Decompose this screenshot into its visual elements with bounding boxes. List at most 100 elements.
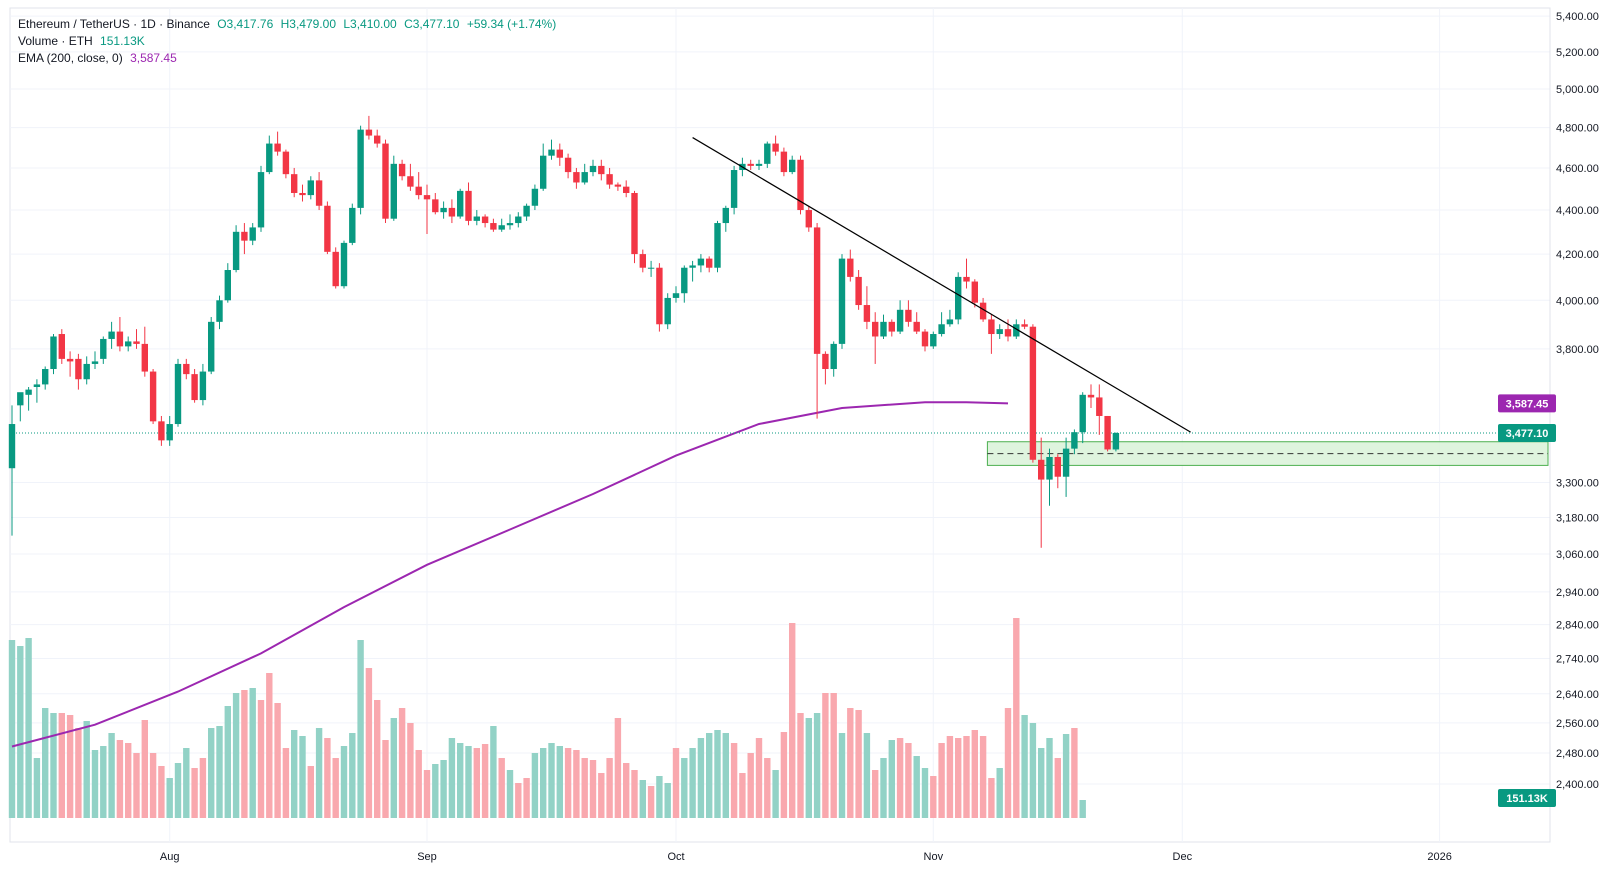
candle[interactable] <box>324 201 331 255</box>
candle[interactable] <box>813 223 821 419</box>
candle[interactable] <box>747 159 754 171</box>
candle[interactable] <box>473 210 480 226</box>
candle[interactable] <box>946 309 954 327</box>
candle[interactable] <box>921 329 929 352</box>
candle[interactable] <box>282 149 290 179</box>
candle[interactable] <box>938 312 945 337</box>
candle[interactable] <box>116 317 124 352</box>
candle[interactable] <box>1079 392 1086 444</box>
candle[interactable] <box>266 135 273 175</box>
candle[interactable] <box>639 249 646 273</box>
candle[interactable] <box>133 329 140 349</box>
candle[interactable] <box>448 199 456 224</box>
candle[interactable] <box>340 240 348 289</box>
candle[interactable] <box>158 415 165 446</box>
candle[interactable] <box>805 205 812 232</box>
candle[interactable] <box>988 314 995 354</box>
candle[interactable] <box>398 159 406 181</box>
candle[interactable] <box>780 147 788 177</box>
candle[interactable] <box>581 163 588 185</box>
candle[interactable] <box>515 212 522 228</box>
candle[interactable] <box>896 300 904 335</box>
candle[interactable] <box>465 182 472 226</box>
candle[interactable] <box>191 369 198 403</box>
candle[interactable] <box>174 358 182 427</box>
candle[interactable] <box>249 223 256 246</box>
candle[interactable] <box>440 201 447 219</box>
candle[interactable] <box>996 324 1003 339</box>
candle[interactable] <box>75 353 82 390</box>
candle[interactable] <box>141 326 148 377</box>
candle[interactable] <box>681 265 688 303</box>
candle[interactable] <box>822 351 829 385</box>
candle[interactable] <box>25 387 32 411</box>
candle[interactable] <box>1062 437 1070 497</box>
candle[interactable] <box>789 155 796 175</box>
trendline[interactable] <box>692 137 1191 433</box>
candle[interactable] <box>208 317 215 375</box>
candle[interactable] <box>481 214 489 228</box>
candle[interactable] <box>274 131 281 156</box>
candle[interactable] <box>714 220 721 273</box>
candle[interactable] <box>598 159 605 181</box>
candle[interactable] <box>1071 429 1078 455</box>
candle[interactable] <box>257 165 265 232</box>
candle[interactable] <box>1112 432 1120 452</box>
candle[interactable] <box>855 270 862 310</box>
ema-label[interactable]: EMA (200, close, 0) <box>18 51 123 65</box>
candle[interactable] <box>1054 454 1061 489</box>
candle[interactable] <box>299 184 306 202</box>
candle[interactable] <box>664 293 671 330</box>
candle[interactable] <box>589 159 597 177</box>
candle[interactable] <box>830 341 837 377</box>
candle[interactable] <box>797 155 804 215</box>
candle[interactable] <box>656 263 663 332</box>
candle[interactable] <box>490 218 497 232</box>
candle[interactable] <box>1004 319 1012 342</box>
candle[interactable] <box>349 203 356 246</box>
candle[interactable] <box>390 155 397 221</box>
candle[interactable] <box>506 214 514 230</box>
candle[interactable] <box>91 351 99 370</box>
candle[interactable] <box>606 167 613 189</box>
candle[interactable] <box>764 141 771 168</box>
candle[interactable] <box>1029 324 1037 463</box>
candle[interactable] <box>697 254 705 273</box>
candle[interactable] <box>432 192 439 215</box>
candle[interactable] <box>108 321 115 349</box>
candle[interactable] <box>58 329 65 364</box>
candle[interactable] <box>382 139 389 224</box>
candle[interactable] <box>8 405 16 536</box>
candle[interactable] <box>307 176 314 200</box>
candle[interactable] <box>540 143 547 191</box>
candle[interactable] <box>730 165 738 215</box>
candle[interactable] <box>1087 384 1095 408</box>
candle[interactable] <box>847 249 854 282</box>
candle[interactable] <box>199 363 207 406</box>
candle[interactable] <box>888 319 895 337</box>
candle[interactable] <box>930 331 937 349</box>
candle[interactable] <box>1038 437 1045 548</box>
candle[interactable] <box>50 334 57 375</box>
candle[interactable] <box>66 351 74 377</box>
candle[interactable] <box>531 184 539 211</box>
candle[interactable] <box>647 260 655 277</box>
candle[interactable] <box>564 153 572 179</box>
candle[interactable] <box>457 188 464 219</box>
candle[interactable] <box>374 129 381 148</box>
candle[interactable] <box>955 272 962 325</box>
candle[interactable] <box>706 256 713 273</box>
candle[interactable] <box>83 356 90 385</box>
candle[interactable] <box>913 312 920 335</box>
candle[interactable] <box>1104 415 1111 452</box>
candle[interactable] <box>183 358 190 380</box>
candle[interactable] <box>1096 384 1103 435</box>
candle[interactable] <box>415 172 422 200</box>
candle[interactable] <box>33 379 41 403</box>
candle[interactable] <box>42 366 49 390</box>
candle[interactable] <box>880 314 887 339</box>
candle[interactable] <box>166 415 173 446</box>
candle[interactable] <box>838 254 846 349</box>
candle[interactable] <box>722 205 729 232</box>
